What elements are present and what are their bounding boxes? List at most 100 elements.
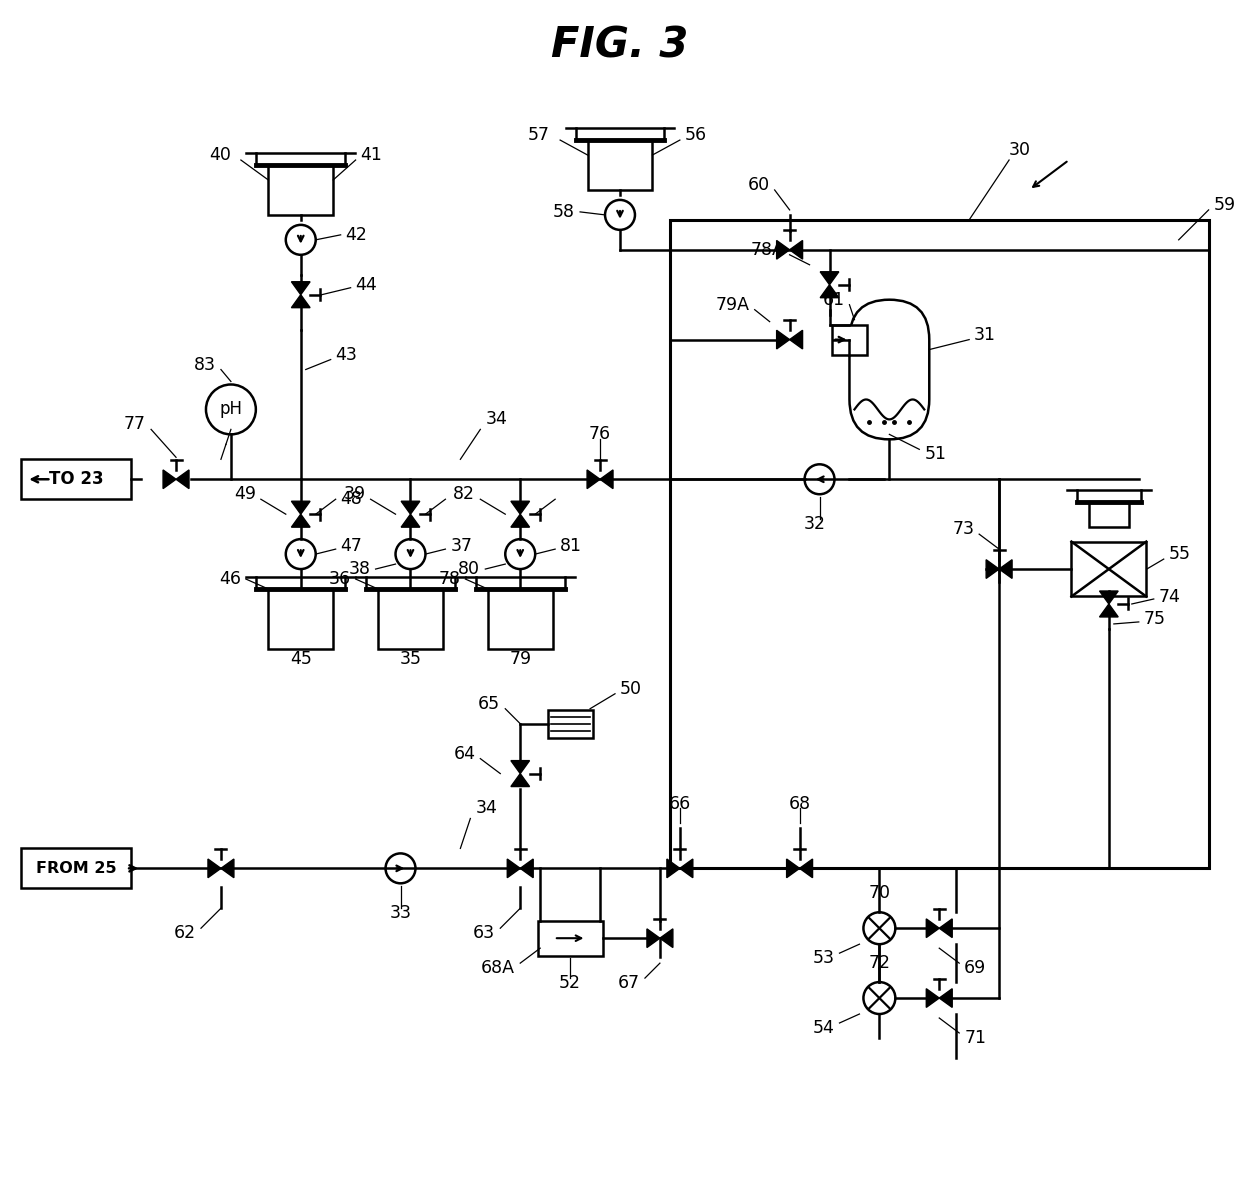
Polygon shape: [790, 240, 802, 259]
Polygon shape: [402, 502, 420, 514]
Polygon shape: [221, 858, 234, 877]
Polygon shape: [820, 272, 838, 284]
Polygon shape: [600, 470, 613, 489]
Text: 78: 78: [439, 570, 460, 589]
Polygon shape: [291, 295, 310, 308]
Text: 60: 60: [748, 176, 770, 194]
Polygon shape: [667, 858, 680, 877]
Text: 41: 41: [361, 146, 382, 164]
Text: 62: 62: [174, 924, 196, 942]
Text: 74: 74: [1158, 589, 1180, 606]
Text: 50: 50: [620, 680, 642, 698]
Polygon shape: [402, 514, 420, 527]
Polygon shape: [926, 919, 939, 938]
Text: 68: 68: [789, 794, 811, 812]
Text: 65: 65: [479, 694, 500, 712]
Text: 76: 76: [589, 426, 611, 443]
Text: 83: 83: [193, 356, 216, 373]
Text: 47: 47: [341, 537, 362, 555]
Text: 36: 36: [329, 570, 351, 589]
Text: 78A: 78A: [750, 241, 785, 259]
Polygon shape: [291, 514, 310, 527]
Bar: [487, 589, 553, 649]
Text: 46: 46: [219, 570, 241, 589]
Polygon shape: [291, 502, 310, 514]
Text: 35: 35: [399, 650, 422, 668]
Text: 32: 32: [804, 515, 826, 533]
Text: FROM 25: FROM 25: [36, 861, 117, 876]
Polygon shape: [511, 502, 529, 514]
Polygon shape: [507, 858, 521, 877]
Bar: [588, 140, 652, 190]
Text: 81: 81: [560, 537, 582, 555]
Bar: [378, 589, 443, 649]
Polygon shape: [1100, 604, 1118, 617]
Text: 58: 58: [553, 203, 575, 221]
Text: 79A: 79A: [715, 296, 750, 314]
Text: 63: 63: [474, 924, 495, 942]
Text: 33: 33: [389, 905, 412, 923]
Text: 37: 37: [450, 537, 472, 555]
Text: TO 23: TO 23: [48, 471, 104, 489]
Text: 61: 61: [822, 290, 844, 309]
Polygon shape: [939, 989, 952, 1007]
Text: 54: 54: [812, 1019, 835, 1037]
Text: FIG. 3: FIG. 3: [552, 24, 688, 67]
Text: 67: 67: [618, 974, 640, 992]
Text: 45: 45: [290, 650, 311, 668]
Text: 57: 57: [528, 126, 551, 144]
Text: 80: 80: [459, 560, 480, 578]
Text: 69: 69: [965, 960, 987, 977]
Polygon shape: [786, 858, 800, 877]
Text: 48: 48: [341, 490, 362, 508]
Text: 51: 51: [924, 446, 946, 464]
Polygon shape: [680, 858, 693, 877]
Text: 52: 52: [559, 974, 582, 992]
Polygon shape: [587, 470, 600, 489]
Polygon shape: [176, 470, 188, 489]
Polygon shape: [521, 858, 533, 877]
Bar: [268, 165, 334, 215]
Text: 82: 82: [454, 485, 475, 503]
Text: pH: pH: [219, 401, 242, 419]
Text: 42: 42: [346, 226, 367, 244]
Polygon shape: [1100, 591, 1118, 604]
Text: 30: 30: [1009, 141, 1032, 159]
Bar: [670, 220, 1209, 868]
Text: 72: 72: [868, 954, 890, 973]
Polygon shape: [986, 560, 999, 578]
Text: 79: 79: [510, 650, 531, 668]
Bar: [832, 325, 867, 354]
Bar: [21, 459, 131, 499]
Text: 49: 49: [234, 485, 255, 503]
Text: 73: 73: [952, 520, 975, 539]
Text: 77: 77: [124, 415, 146, 434]
Text: 44: 44: [356, 276, 377, 294]
Text: 75: 75: [1143, 610, 1166, 628]
Bar: [1089, 502, 1128, 527]
Text: 43: 43: [336, 346, 357, 364]
Polygon shape: [164, 470, 176, 489]
Text: 55: 55: [1169, 545, 1190, 564]
Bar: [1071, 542, 1146, 597]
Polygon shape: [511, 514, 529, 527]
Text: 31: 31: [975, 326, 996, 344]
Text: 53: 53: [812, 949, 835, 967]
Polygon shape: [800, 858, 812, 877]
Text: 71: 71: [965, 1028, 986, 1048]
Text: 39: 39: [343, 485, 366, 503]
Polygon shape: [820, 284, 838, 297]
Polygon shape: [776, 331, 790, 348]
Polygon shape: [291, 282, 310, 295]
Text: 34: 34: [475, 799, 497, 818]
Bar: [548, 710, 593, 737]
Text: 66: 66: [668, 794, 691, 812]
Polygon shape: [999, 560, 1012, 578]
Text: 59: 59: [1214, 196, 1236, 214]
Polygon shape: [926, 989, 939, 1007]
Polygon shape: [511, 761, 529, 774]
Polygon shape: [511, 774, 529, 787]
Polygon shape: [790, 331, 802, 348]
Text: 40: 40: [210, 146, 231, 164]
Polygon shape: [939, 919, 952, 938]
